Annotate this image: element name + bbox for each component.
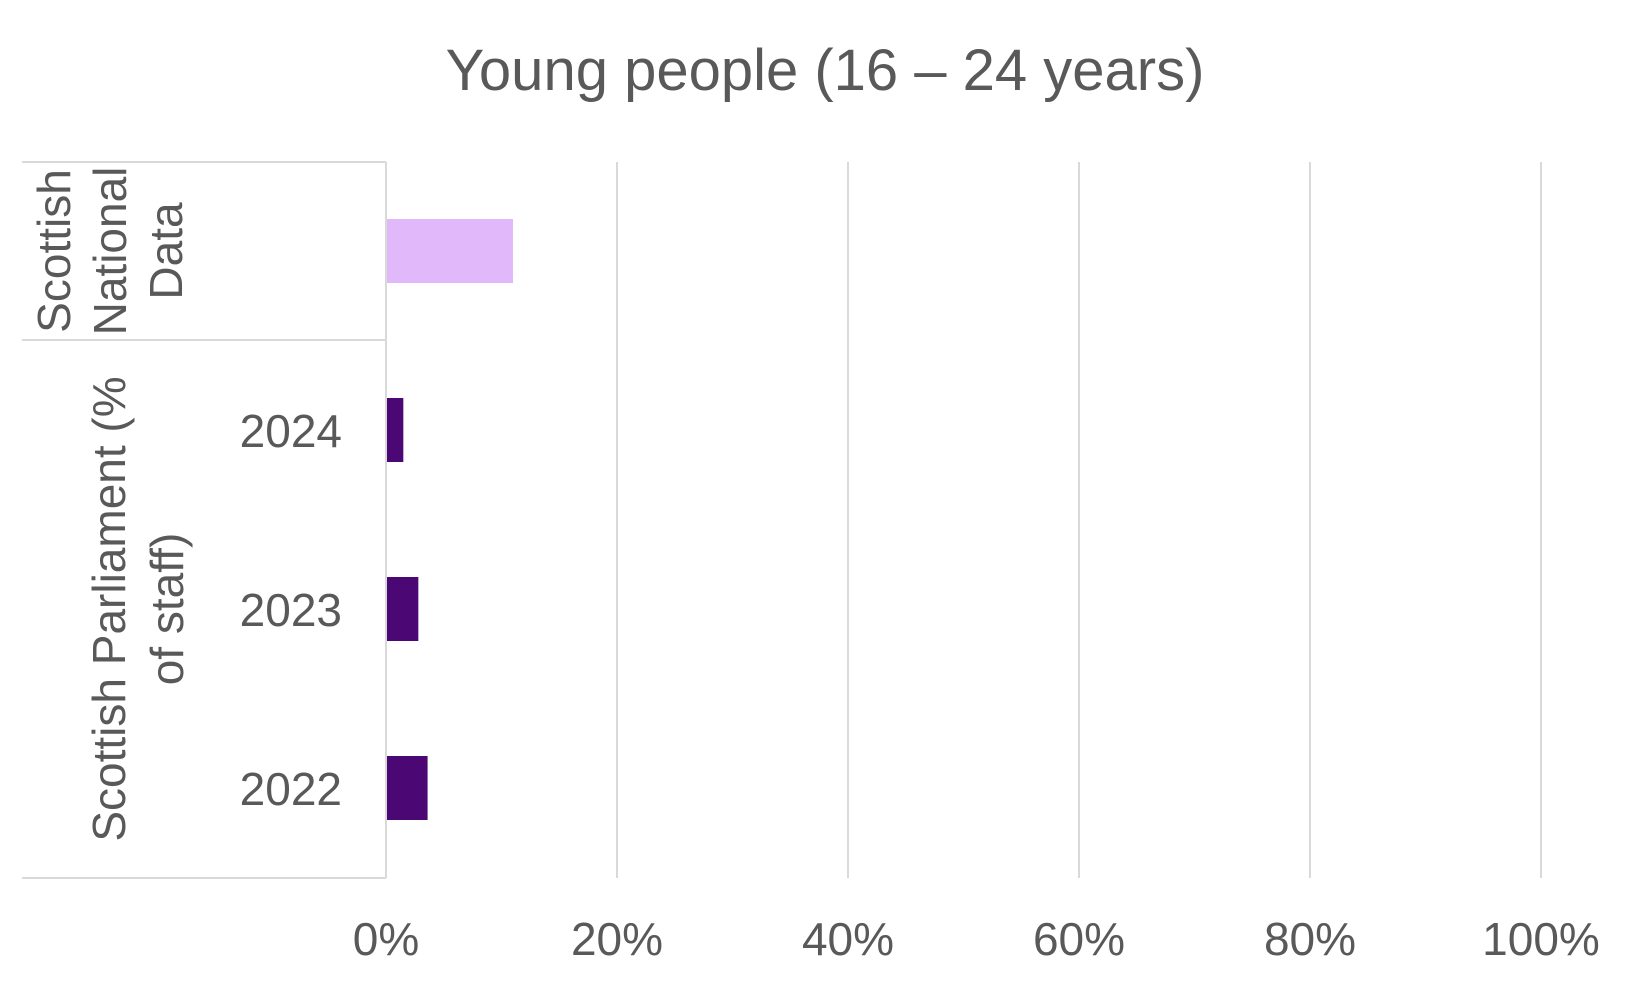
x-tick-label: 40% <box>802 913 894 965</box>
category-label-2023: 2023 <box>240 584 342 636</box>
x-tick-label: 100% <box>1482 913 1600 965</box>
x-tick-label: 80% <box>1264 913 1356 965</box>
group-label-scottish-parliament-line: Scottish Parliament (% <box>83 376 135 841</box>
bars <box>387 219 514 820</box>
category-axis <box>22 161 387 879</box>
group-label-scottish-parliament: Scottish Parliament (% of staff) <box>83 376 193 841</box>
group-label-scottish-national-data-line: Data <box>140 202 192 300</box>
group-label-scottish-parliament-line: of staff) <box>141 533 193 686</box>
category-label-2024: 2024 <box>240 405 342 457</box>
group-label-scottish-national-data-line: National <box>84 167 136 336</box>
bar-2024 <box>387 398 404 462</box>
x-tick-label: 20% <box>571 913 663 965</box>
group-label-scottish-national-data: Scottish National Data <box>28 167 192 336</box>
bar-2023 <box>387 577 419 641</box>
bar-scottish-national-data <box>387 219 514 283</box>
group-label-scottish-national-data-line: Scottish <box>28 169 80 333</box>
x-tick-label: 0% <box>353 913 419 965</box>
category-label-2022: 2022 <box>240 763 342 815</box>
x-tick-label: 60% <box>1033 913 1125 965</box>
axis-labels: 0% 20% 40% 60% 80% 100% 2024 2023 2022 Scottish Na… <box>28 167 1600 965</box>
gridlines <box>616 162 1542 878</box>
bar-2022 <box>387 756 428 820</box>
chart-title: Young people (16 – 24 years) <box>446 38 1205 103</box>
